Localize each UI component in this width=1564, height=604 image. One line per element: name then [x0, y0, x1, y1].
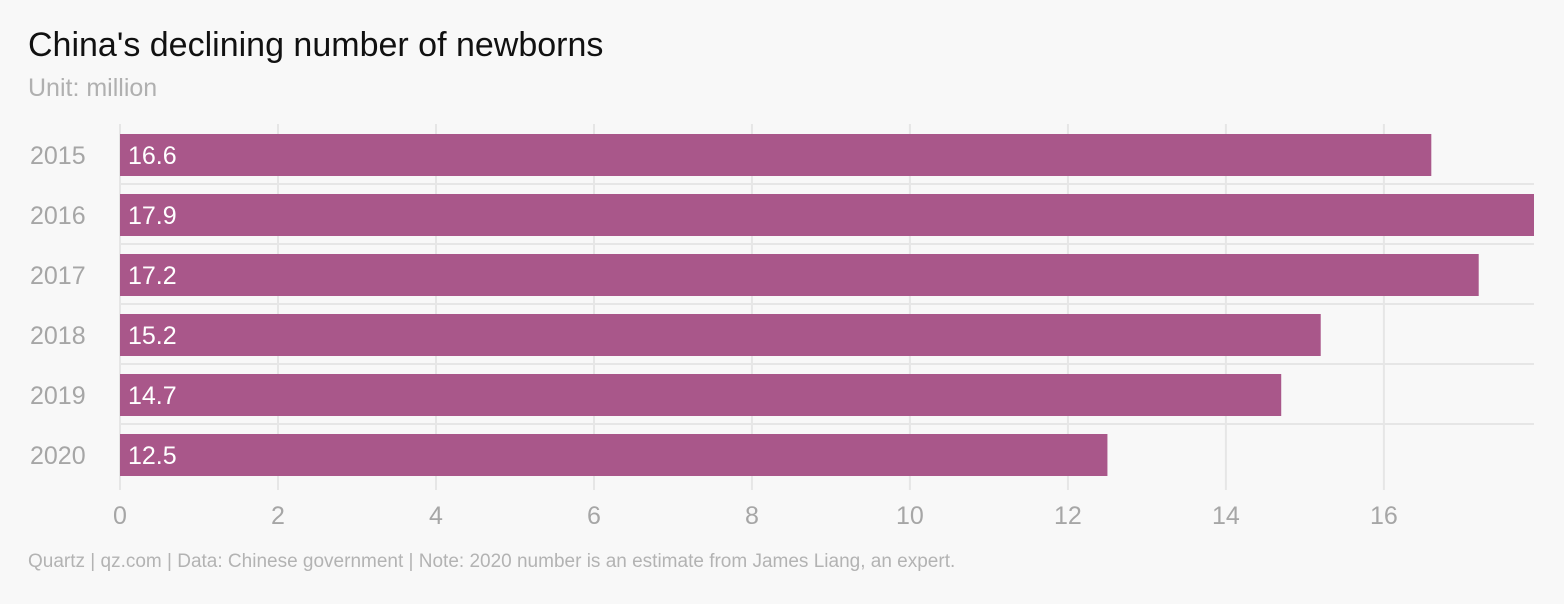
bar-2018: [120, 314, 1321, 356]
value-label-2018: 15.2: [128, 322, 177, 350]
category-label-2016: 2016: [30, 202, 86, 230]
bar-2019: [120, 374, 1282, 416]
value-label-2019: 14.7: [128, 382, 177, 410]
bar-2016: [120, 194, 1534, 236]
category-label-2017: 2017: [30, 262, 86, 290]
value-label-2015: 16.6: [128, 142, 177, 170]
x-tick-label: 0: [113, 502, 127, 530]
category-label-2019: 2019: [30, 382, 86, 410]
bars: [120, 134, 1534, 476]
x-tick-label: 16: [1370, 502, 1398, 530]
chart-subtitle: Unit: million: [28, 74, 158, 102]
x-tick-label: 6: [587, 502, 601, 530]
gridlines: [119, 124, 1534, 490]
labels: 16.6201517.9201617.2201715.2201814.72019…: [30, 142, 1398, 530]
bar-2015: [120, 134, 1432, 176]
x-tick-label: 12: [1054, 502, 1082, 530]
bar-2020: [120, 434, 1108, 476]
x-tick-label: 10: [896, 502, 924, 530]
value-label-2020: 12.5: [128, 442, 177, 470]
bar-2017: [120, 254, 1479, 296]
value-label-2016: 17.9: [128, 202, 177, 230]
x-tick-label: 8: [745, 502, 759, 530]
chart-footer: Quartz | qz.com | Data: Chinese governme…: [28, 551, 956, 572]
x-tick-label: 14: [1212, 502, 1240, 530]
chart-title: China's declining number of newborns: [28, 26, 604, 64]
x-tick-label: 2: [271, 502, 285, 530]
value-label-2017: 17.2: [128, 262, 177, 290]
category-label-2020: 2020: [30, 442, 86, 470]
category-label-2015: 2015: [30, 142, 86, 170]
x-tick-label: 4: [429, 502, 443, 530]
category-label-2018: 2018: [30, 322, 86, 350]
